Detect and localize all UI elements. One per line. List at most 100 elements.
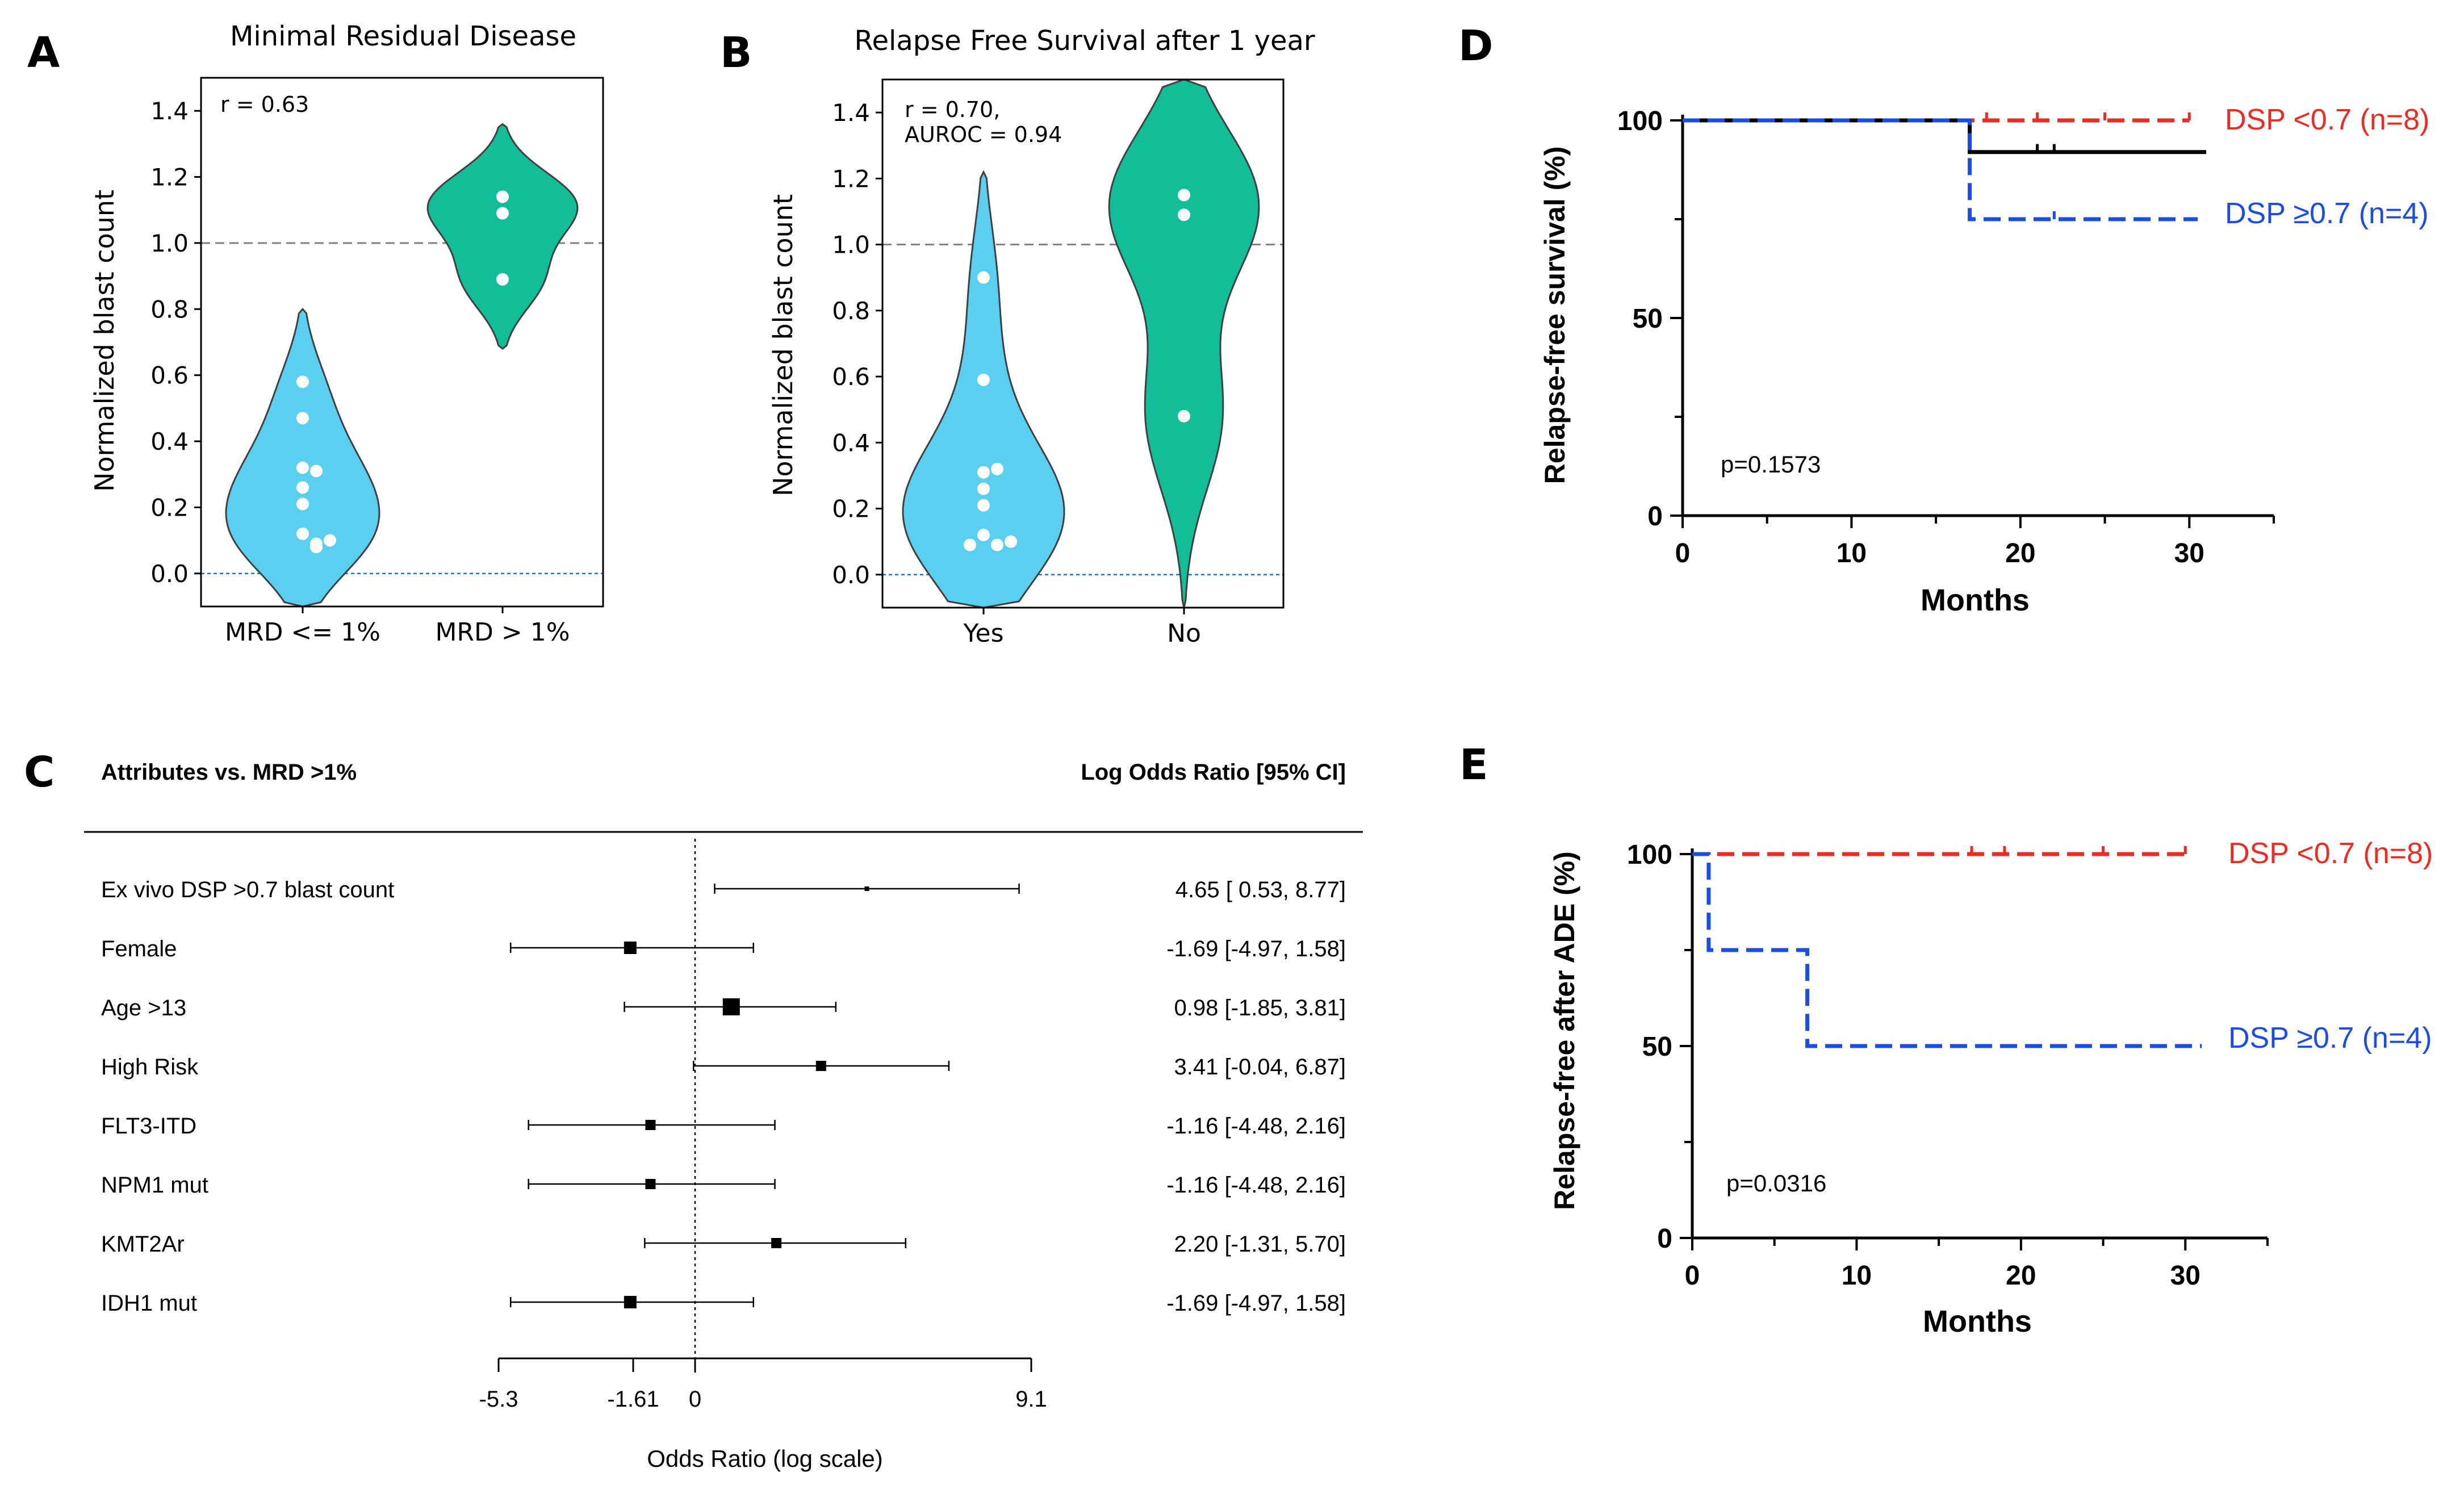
forest-x-tick-label: -5.3 xyxy=(479,1387,518,1412)
y-tick-label: 0.4 xyxy=(832,429,870,457)
point-estimate xyxy=(815,1061,826,1071)
plot-frame xyxy=(881,78,1285,609)
panel-b-category-label: Yes xyxy=(963,619,1003,648)
data-point xyxy=(496,207,509,220)
forest-ci-text: 0.98 [-1.85, 3.81] xyxy=(1174,995,1346,1020)
panel-a-category-label: MRD > 1% xyxy=(435,618,570,647)
y-tick-label: 0.0 xyxy=(832,561,870,589)
data-point xyxy=(977,271,990,284)
forest-ci-text: 2.20 [-1.31, 5.70] xyxy=(1174,1232,1346,1257)
panel-d-x-axis-label: Months xyxy=(1921,583,2030,617)
y-tick-label: 1.2 xyxy=(150,164,189,191)
panel-d: D 0 10 20 30 0 50 100 p=0.1573 Relapse-free su… xyxy=(1458,22,2429,617)
panel-d-plot-area: 0 10 20 30 0 50 100 xyxy=(1617,106,2275,568)
y-tick-label: 1.0 xyxy=(150,229,189,257)
x-tick-label: 10 xyxy=(1842,1261,1872,1291)
forest-row-label: Female xyxy=(101,936,177,961)
data-point xyxy=(296,527,309,540)
y-tick-label: 0 xyxy=(1647,501,1663,532)
data-point xyxy=(977,529,990,542)
panel-a-category-label: MRD <= 1% xyxy=(225,618,380,647)
data-point xyxy=(977,466,990,479)
point-estimate xyxy=(624,1296,637,1308)
y-tick-label: 0.2 xyxy=(150,493,189,521)
km-curve-3 xyxy=(1683,118,2198,221)
y-tick-label: 0.2 xyxy=(832,495,870,523)
panel-e-y-axis-label: Relapse-free after ADE (%) xyxy=(1549,851,1580,1210)
data-point xyxy=(991,538,1003,551)
panel-b-y-axis-label: Normalized blast count xyxy=(768,194,798,496)
y-tick-label: 1.4 xyxy=(150,97,189,125)
data-point xyxy=(977,499,990,512)
panel-d-p-value: p=0.1573 xyxy=(1721,451,1821,478)
data-point xyxy=(1178,208,1190,221)
x-tick-label: 20 xyxy=(2006,1261,2036,1291)
y-tick-label: 0.6 xyxy=(150,362,189,390)
violin-2 xyxy=(426,123,579,350)
x-tick-label: 20 xyxy=(2005,538,2035,568)
y-tick-label: 0.8 xyxy=(832,297,870,325)
panel-c: C Attributes vs. MRD >1% Log Odds Ratio … xyxy=(24,748,1363,1472)
km-curve-1 xyxy=(1683,118,2206,154)
panel-e-p-value: p=0.0316 xyxy=(1726,1170,1826,1197)
panel-b-annotation-line: r = 0.70, xyxy=(905,97,1000,122)
forest-row-label: Age >13 xyxy=(101,995,186,1020)
y-tick-label: 50 xyxy=(1642,1032,1672,1062)
y-tick-label: 0.6 xyxy=(832,363,870,391)
forest-row-label: Ex vivo DSP >0.7 blast count xyxy=(101,877,394,902)
forest-x-tick-label: 0 xyxy=(689,1387,701,1412)
panel-e-legend-label: DSP <0.7 (n=8) xyxy=(2228,837,2433,870)
panel-c-label: C xyxy=(24,748,55,797)
data-point xyxy=(1178,189,1190,202)
panel-d-legend-label: DSP <0.7 (n=8) xyxy=(2225,103,2429,136)
panel-b-category-label: No xyxy=(1167,619,1201,648)
y-tick-label: 0 xyxy=(1657,1224,1672,1254)
y-tick-label: 0.4 xyxy=(150,428,189,455)
point-estimate xyxy=(771,1238,782,1248)
y-tick-label: 100 xyxy=(1627,840,1672,870)
forest-ci-text: -1.69 [-4.97, 1.58] xyxy=(1166,936,1346,961)
y-tick-label: 1.2 xyxy=(832,165,870,193)
data-point xyxy=(496,190,509,203)
x-tick-label: 30 xyxy=(2170,1261,2201,1291)
forest-header-right: Log Odds Ratio [95% CI] xyxy=(1081,760,1346,785)
forest-row-label: High Risk xyxy=(101,1055,199,1080)
point-estimate xyxy=(645,1120,656,1130)
panel-b-annotation-line: AUROC = 0.94 xyxy=(905,122,1062,147)
data-point xyxy=(310,465,323,478)
y-tick-label: 0.0 xyxy=(150,560,189,588)
data-point xyxy=(496,273,509,286)
plot-frame xyxy=(200,77,604,608)
x-tick-label: 30 xyxy=(2174,538,2204,568)
data-point xyxy=(977,373,990,386)
forest-header-left: Attributes vs. MRD >1% xyxy=(101,760,357,785)
data-point xyxy=(964,538,976,551)
panel-b-label: B xyxy=(720,28,752,77)
data-point xyxy=(296,481,309,494)
x-tick-label: 0 xyxy=(1685,1261,1700,1291)
forest-row-label: FLT3-ITD xyxy=(101,1114,196,1139)
violin-2 xyxy=(1108,78,1260,608)
panel-b: B Relapse Free Survival after 1 year 0.0… xyxy=(720,25,1315,648)
x-tick-label: 10 xyxy=(1837,538,1867,568)
y-tick-label: 1.0 xyxy=(832,231,870,259)
data-point xyxy=(977,482,990,495)
forest-ci-text: -1.69 [-4.97, 1.58] xyxy=(1166,1291,1346,1316)
forest-x-tick-label: -1.61 xyxy=(607,1387,659,1412)
violin-1 xyxy=(902,170,1065,609)
panel-d-legend-label: DSP ≥0.7 (n=4) xyxy=(2225,197,2429,230)
data-point xyxy=(310,541,323,554)
panel-e-legend-label: DSP ≥0.7 (n=4) xyxy=(2228,1022,2432,1055)
x-tick-label: 0 xyxy=(1675,538,1691,568)
forest-row-label: NPM1 mut xyxy=(101,1173,208,1198)
km-curve-2 xyxy=(1692,852,2202,1048)
data-point xyxy=(296,461,309,474)
panel-d-y-axis-label: Relapse-free survival (%) xyxy=(1539,147,1571,484)
panel-d-label: D xyxy=(1458,22,1493,70)
panel-a-annotation: r = 0.63 xyxy=(220,92,309,117)
violin-1 xyxy=(225,308,380,608)
y-tick-label: 100 xyxy=(1617,106,1663,136)
panel-a-label: A xyxy=(27,28,60,77)
panel-a: A Minimal Residual Disease 0.00.20.40.60… xyxy=(27,20,604,647)
panel-e-plot-area: 0 10 20 30 0 50 100 xyxy=(1627,840,2269,1291)
